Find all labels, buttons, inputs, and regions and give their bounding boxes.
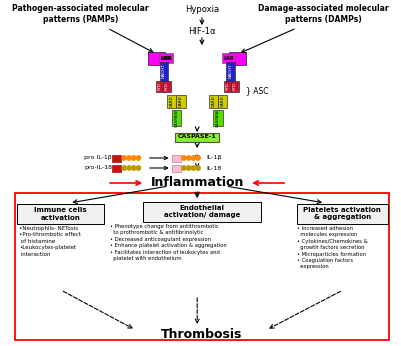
Text: CARD: CARD: [179, 95, 183, 107]
FancyBboxPatch shape: [176, 94, 186, 108]
Text: IL-18: IL-18: [207, 165, 222, 171]
Text: pro-IL-18: pro-IL-18: [84, 165, 112, 171]
Text: PYD: PYD: [225, 82, 229, 90]
FancyBboxPatch shape: [167, 94, 176, 108]
FancyBboxPatch shape: [159, 53, 172, 63]
Circle shape: [136, 166, 140, 170]
FancyBboxPatch shape: [17, 204, 104, 224]
Text: Thrombosis: Thrombosis: [161, 328, 243, 340]
FancyBboxPatch shape: [112, 155, 121, 162]
Circle shape: [182, 166, 186, 170]
Text: Endothelial
activation/ damage: Endothelial activation/ damage: [164, 206, 240, 219]
Circle shape: [127, 166, 131, 170]
FancyBboxPatch shape: [209, 94, 218, 108]
Circle shape: [127, 156, 131, 160]
Circle shape: [182, 156, 186, 160]
Circle shape: [122, 166, 126, 170]
Text: CASPASE-1: CASPASE-1: [178, 135, 217, 139]
Text: Damage-associated molecular
patterns (DAMPs): Damage-associated molecular patterns (DA…: [258, 4, 389, 24]
Text: PYD: PYD: [233, 82, 237, 90]
Text: Inflammation: Inflammation: [150, 176, 244, 190]
FancyBboxPatch shape: [175, 133, 219, 142]
Text: CASPASE: CASPASE: [174, 109, 178, 127]
FancyBboxPatch shape: [148, 52, 165, 64]
Text: PYD: PYD: [165, 82, 169, 90]
Circle shape: [196, 166, 200, 170]
FancyBboxPatch shape: [226, 62, 235, 81]
Circle shape: [191, 156, 195, 160]
Text: IL-1β: IL-1β: [207, 155, 222, 161]
FancyBboxPatch shape: [229, 52, 247, 64]
Text: } ASC: } ASC: [247, 86, 269, 95]
Text: • Increased adhesion
  molecules expression
• Cytokines/Chemokines &
  growth fa: • Increased adhesion molecules expressio…: [297, 226, 367, 270]
Text: CARD: CARD: [211, 95, 215, 107]
Text: Pathogen-associated molecular
patterns (PAMPs): Pathogen-associated molecular patterns (…: [12, 4, 149, 24]
Circle shape: [196, 156, 200, 160]
FancyBboxPatch shape: [160, 62, 168, 81]
Text: Platelets activation
& aggregation: Platelets activation & aggregation: [303, 208, 381, 220]
Text: PYD: PYD: [157, 82, 161, 90]
Text: •Neutrophils- NETosis
•Pro-thrombotic effect
 of histamine
•Leukocytes-platelet
: •Neutrophils- NETosis •Pro-thrombotic ef…: [19, 226, 81, 257]
FancyBboxPatch shape: [143, 202, 261, 222]
FancyBboxPatch shape: [112, 164, 121, 172]
Circle shape: [191, 166, 195, 170]
Text: pro IL-1β: pro IL-1β: [84, 155, 112, 161]
FancyBboxPatch shape: [218, 94, 227, 108]
Text: LRR: LRR: [161, 55, 171, 61]
Text: LRR: LRR: [161, 55, 173, 61]
Circle shape: [132, 166, 136, 170]
Text: NACHT: NACHT: [162, 64, 166, 79]
Text: HIF-1α: HIF-1α: [188, 27, 216, 36]
FancyBboxPatch shape: [297, 204, 387, 224]
Text: Hypoxia: Hypoxia: [185, 5, 219, 14]
FancyBboxPatch shape: [163, 81, 171, 91]
Text: CARD: CARD: [170, 95, 174, 107]
FancyBboxPatch shape: [231, 81, 239, 91]
Text: CARD: CARD: [221, 95, 225, 107]
Text: LRR: LRR: [223, 55, 234, 61]
FancyBboxPatch shape: [213, 110, 223, 126]
Text: CASPASE: CASPASE: [216, 109, 220, 127]
Text: NACHT: NACHT: [228, 64, 232, 79]
FancyBboxPatch shape: [172, 155, 180, 162]
FancyBboxPatch shape: [172, 164, 180, 172]
Circle shape: [132, 156, 136, 160]
Circle shape: [136, 156, 140, 160]
Circle shape: [122, 156, 126, 160]
Circle shape: [186, 156, 191, 160]
FancyBboxPatch shape: [222, 53, 235, 63]
FancyBboxPatch shape: [224, 81, 231, 91]
Text: • Phenotype change from antithrombotic
  to prothrombotic & antifibrinolytic
• D: • Phenotype change from antithrombotic t…: [110, 224, 227, 261]
FancyBboxPatch shape: [172, 110, 181, 126]
Circle shape: [186, 166, 191, 170]
Text: Immune cells
activation: Immune cells activation: [34, 208, 87, 220]
FancyBboxPatch shape: [156, 81, 163, 91]
